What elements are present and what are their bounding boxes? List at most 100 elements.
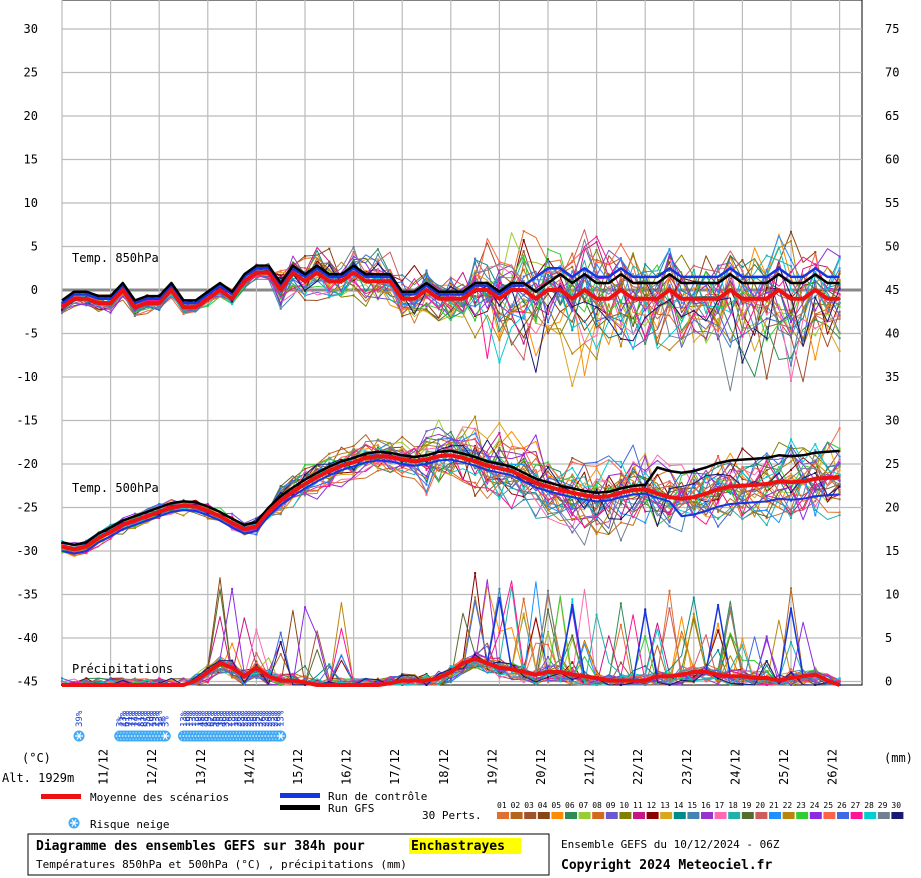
x-date-label: 12/12 [145,749,159,785]
point-marker [717,338,720,341]
point-marker [231,662,234,665]
point-marker [498,456,501,459]
point-marker [571,669,574,672]
point-marker [692,492,695,495]
point-marker [741,361,744,364]
point-marker [765,674,768,677]
point-marker [255,278,258,281]
point-marker [644,314,647,317]
point-marker [85,681,88,684]
point-marker [595,248,598,251]
point-marker [619,258,622,261]
point-marker [717,323,720,326]
point-marker [765,452,768,455]
point-marker [595,682,598,685]
point-marker [571,481,574,484]
point-marker [401,674,404,677]
point-marker [717,629,720,632]
point-marker [571,277,574,280]
point-marker [814,500,817,503]
point-marker [765,286,768,289]
point-marker [765,377,768,380]
point-marker [765,337,768,340]
point-marker [425,273,428,276]
point-marker [425,452,428,455]
point-marker [206,305,209,308]
point-marker [644,338,647,341]
point-marker [498,475,501,478]
point-marker [328,475,331,478]
point-marker [741,681,744,684]
point-marker [522,454,525,457]
point-marker [838,455,841,458]
pert-swatch [687,812,700,819]
legend-perts-label: 30 Perts. [422,809,482,822]
point-marker [790,487,792,490]
point-marker [571,638,574,641]
pert-swatch [877,812,890,819]
point-marker [595,488,598,491]
point-marker [717,525,720,528]
point-marker [619,501,622,504]
point-marker [692,467,695,470]
point-marker [717,502,720,505]
point-marker [668,680,671,683]
pert-swatch [701,812,713,819]
point-marker [644,608,647,611]
point-marker [668,521,671,524]
point-marker [692,340,695,343]
point-marker [449,307,452,310]
point-marker [182,313,185,316]
point-marker [158,517,161,520]
point-marker [644,665,647,668]
point-marker [644,674,647,677]
point-marker [376,466,379,469]
point-marker [425,480,428,483]
pert-number: 03 [524,801,534,810]
right-tick-label: 25 [885,457,899,471]
point-marker [619,472,622,475]
point-marker [279,269,282,272]
point-marker [790,587,792,590]
point-marker [206,516,209,519]
point-marker [85,677,88,680]
point-marker [376,681,379,684]
point-marker [595,285,598,288]
point-marker [838,469,841,472]
point-marker [571,608,574,611]
point-marker [644,336,647,339]
point-marker [449,301,452,304]
point-marker [352,258,355,261]
point-marker [619,602,622,605]
point-marker [838,267,841,270]
point-marker [692,264,695,267]
point-marker [401,441,404,444]
pert-swatch [741,812,754,819]
point-marker [717,283,720,286]
point-marker [376,285,379,288]
point-marker [522,254,525,257]
snow-risk-pct: 45% [201,710,211,727]
point-marker [182,677,185,680]
point-marker [619,319,622,322]
point-marker [790,641,792,644]
point-marker [692,676,695,679]
point-marker [425,310,428,313]
point-marker [790,309,792,312]
point-marker [547,325,549,328]
point-marker [644,303,647,306]
point-marker [717,483,720,486]
left-tick-label: -20 [16,457,38,471]
point-marker [328,294,331,297]
point-marker [425,674,428,677]
point-marker [571,310,574,313]
point-marker [790,230,792,233]
x-date-label: 20/12 [534,749,548,785]
pert-number: 27 [851,801,861,810]
point-marker [790,453,792,456]
point-marker [449,673,452,676]
point-marker [644,496,647,499]
point-marker [279,275,282,278]
point-marker [401,303,404,306]
point-marker [255,676,258,679]
